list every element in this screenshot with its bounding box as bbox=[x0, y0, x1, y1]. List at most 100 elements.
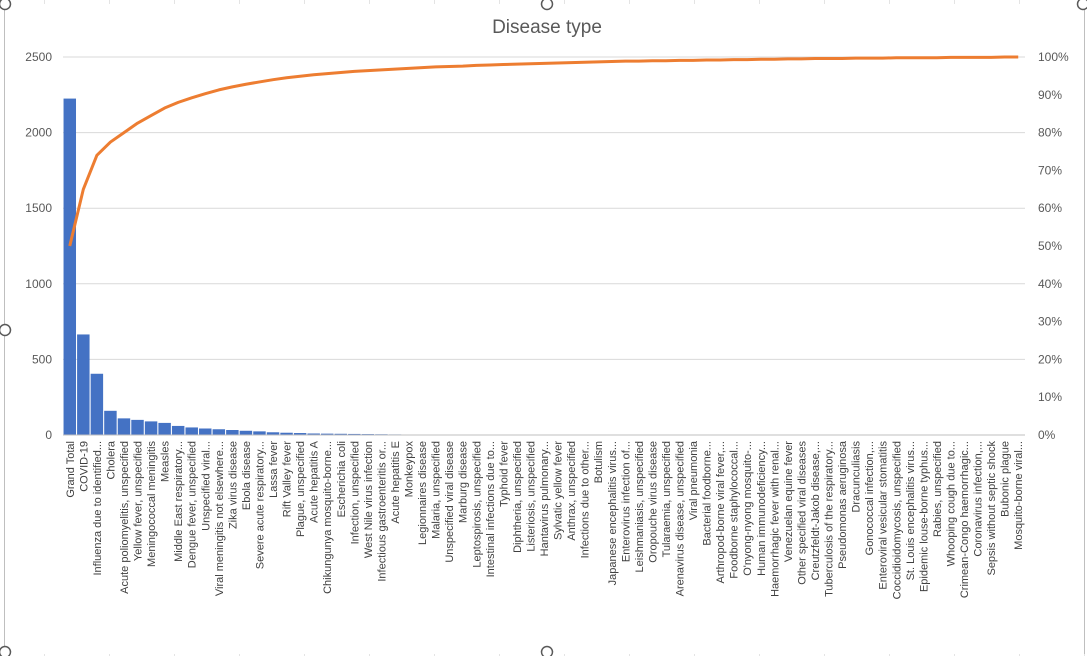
category-label: Yellow fever, unspecified bbox=[133, 441, 145, 561]
category-label: Pseudomonas aeruginosa bbox=[837, 440, 849, 569]
bar bbox=[320, 433, 334, 435]
bar bbox=[226, 430, 239, 435]
category-label: Coccidioidomycosis, unspecified bbox=[891, 441, 903, 599]
category-label: Influenza due to identified... bbox=[92, 441, 104, 576]
category-label: Creutzfeldt-Jakob disease,... bbox=[810, 441, 822, 580]
category-label: Enterovirus infection of... bbox=[620, 441, 632, 562]
category-label: Dracunculiasis bbox=[851, 441, 863, 513]
category-label: Diphtheria, unspecified bbox=[512, 441, 524, 553]
resize-handle[interactable] bbox=[0, 323, 12, 337]
bar bbox=[212, 429, 226, 435]
bar bbox=[307, 433, 320, 435]
category-label: Arenavirus disease, unspecified bbox=[674, 441, 686, 596]
resize-handle[interactable] bbox=[540, 0, 554, 11]
category-label: Malaria, unspecified bbox=[431, 441, 443, 539]
category-label: Venezuelan equine fever bbox=[783, 441, 795, 562]
category-label: Leptospirosis, unspecified bbox=[471, 441, 483, 568]
category-axis: Grand Total COVID-19 Influenza due to iden… bbox=[63, 434, 1025, 599]
category-label: Typhoid fever bbox=[498, 441, 510, 507]
category-label: Legionnaires disease bbox=[417, 441, 429, 545]
category-label: Grand Total bbox=[65, 441, 77, 498]
category-label: Infections due to other... bbox=[580, 441, 592, 558]
category-label: Acute hepatitis A bbox=[309, 440, 321, 523]
y2-tick-label: 80% bbox=[1038, 126, 1062, 140]
category-label: Infectious gastroenteritis or... bbox=[376, 441, 388, 582]
category-label: Viral pneumonia bbox=[688, 440, 700, 520]
category-label: Anthrax, unspecified bbox=[566, 441, 578, 541]
category-label: Measles bbox=[160, 441, 172, 482]
y-tick-label: 2000 bbox=[25, 126, 52, 140]
category-label: West Nile virus infection bbox=[363, 441, 375, 558]
y-tick-label: 2500 bbox=[25, 50, 52, 64]
bar bbox=[171, 425, 185, 435]
resize-handle[interactable] bbox=[540, 645, 554, 656]
category-label: Viral meningitis not elsewhere... bbox=[214, 441, 226, 596]
category-label: Zika virus disease bbox=[227, 441, 239, 529]
y2-tick-label: 20% bbox=[1038, 352, 1062, 366]
category-label: Escherichia coli bbox=[336, 441, 348, 517]
chart-title: Disease type bbox=[492, 17, 602, 38]
y2-tick-label: 0% bbox=[1038, 428, 1056, 442]
y-tick-label: 1500 bbox=[25, 201, 52, 215]
category-label: Gonococcal infection,... bbox=[864, 441, 876, 555]
category-label: Unspecified viral disease bbox=[444, 441, 456, 563]
secondary-y-axis: 0% 10% 20% 30% 40% 50% 60% 70% 80% 90% 100% bbox=[1038, 50, 1069, 442]
y2-tick-label: 90% bbox=[1038, 88, 1062, 102]
bar bbox=[144, 421, 158, 435]
category-label: Plague, unspecified bbox=[295, 441, 307, 537]
category-label: Coronavirus infection,... bbox=[973, 441, 985, 557]
bar bbox=[90, 373, 104, 435]
category-label: Japanese encephalitis virus... bbox=[607, 441, 619, 585]
bar bbox=[77, 334, 90, 435]
category-label: Meningococcal meningitis bbox=[146, 441, 158, 567]
category-label: Other specified viral diseases bbox=[796, 441, 808, 585]
bar bbox=[158, 422, 171, 435]
y2-tick-label: 10% bbox=[1038, 390, 1062, 404]
cumulative-line-series bbox=[68, 55, 1019, 247]
category-label: Botulism bbox=[593, 441, 605, 483]
y2-tick-label: 60% bbox=[1038, 201, 1062, 215]
category-label: Monkeypox bbox=[404, 441, 416, 498]
category-label: Tularaemia, unspecified bbox=[661, 441, 673, 557]
resize-handle[interactable] bbox=[1076, 0, 1087, 11]
bar bbox=[199, 428, 212, 435]
gridlines bbox=[63, 56, 1025, 436]
category-label: Bacterial foodborne... bbox=[702, 441, 714, 546]
y-tick-label: 500 bbox=[32, 352, 52, 366]
chart-area[interactable] bbox=[4, 4, 1085, 654]
category-label: Tuberculosis of the respiratory... bbox=[824, 441, 836, 597]
category-label: Hantavirus pulmonary... bbox=[539, 441, 551, 556]
y2-tick-label: 100% bbox=[1038, 50, 1069, 64]
category-label: Arthropod-borne viral fever,... bbox=[715, 441, 727, 583]
category-label: Dengue fever, unspecified bbox=[187, 441, 199, 568]
primary-y-axis: 0 500 1000 1500 2000 2500 bbox=[25, 50, 52, 442]
category-label: Bubonic plague bbox=[1000, 441, 1012, 517]
category-label: Mosquito-borne viral... bbox=[1013, 441, 1025, 550]
category-label: O'nyong-nyong mosquito-... bbox=[742, 441, 754, 576]
bar bbox=[185, 427, 198, 435]
category-label: Human immunodeficiency... bbox=[756, 441, 768, 576]
bar bbox=[131, 419, 144, 435]
category-label: Rift Valley fever bbox=[282, 441, 294, 518]
category-label: Listeriosis, unspecified bbox=[525, 441, 537, 552]
resize-handle[interactable] bbox=[0, 645, 12, 656]
bar bbox=[266, 432, 280, 435]
y2-tick-label: 70% bbox=[1038, 163, 1062, 177]
category-label: Epidemic louse-borne typhus... bbox=[918, 441, 930, 592]
category-label: Infection, unspecified bbox=[349, 441, 361, 544]
category-label: Acute poliomyelitis, unspecified bbox=[119, 441, 131, 594]
y2-tick-label: 40% bbox=[1038, 277, 1062, 291]
bar bbox=[280, 432, 293, 435]
bar bbox=[104, 410, 117, 435]
category-label: Foodborne staphylococcal... bbox=[729, 441, 741, 579]
category-label: Ebola disease bbox=[241, 441, 253, 510]
category-label: Whooping cough due to... bbox=[945, 441, 957, 566]
y2-tick-label: 30% bbox=[1038, 315, 1062, 329]
resize-handle[interactable] bbox=[0, 0, 12, 11]
category-label: St. Louis encephalitis virus... bbox=[905, 441, 917, 580]
category-label: Intestinal infections due to... bbox=[485, 441, 497, 577]
bar bbox=[239, 430, 253, 435]
category-label: Leishmaniasis, unspecified bbox=[634, 441, 646, 572]
